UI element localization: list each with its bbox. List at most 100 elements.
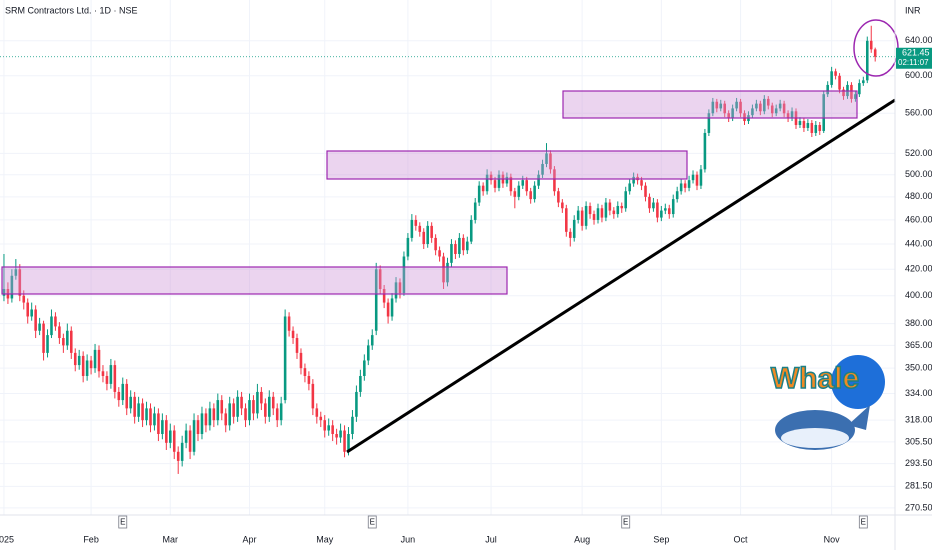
candle-body <box>374 269 378 331</box>
candle-body <box>802 121 806 128</box>
candle-body <box>363 360 366 376</box>
candle-body <box>378 269 382 290</box>
candle-body <box>343 430 346 452</box>
y-tick-label: 400.00 <box>905 290 932 300</box>
candle-body <box>442 256 445 283</box>
candle-body <box>739 101 742 114</box>
candle-body <box>149 408 152 426</box>
candle-body <box>703 132 707 170</box>
y-tick-label: 281.50 <box>905 481 932 491</box>
candle-body <box>735 101 738 109</box>
candle-body <box>386 302 390 317</box>
candle-body <box>307 375 311 384</box>
candle-body <box>509 176 513 192</box>
candle-body <box>715 101 719 109</box>
y-tick-label: 460.00 <box>905 214 932 224</box>
chart-title: SRM Contractors Ltd. · 1D · NSE <box>5 5 138 15</box>
candle-body <box>580 210 584 226</box>
candle-body <box>628 183 631 192</box>
candle-body <box>521 180 525 186</box>
candle-body <box>216 400 220 421</box>
candle-body <box>711 101 715 114</box>
y-tick-label: 365.00 <box>905 340 932 350</box>
candle-body <box>62 338 65 346</box>
candle-body <box>656 202 659 218</box>
candle-body <box>34 309 37 331</box>
candle-body <box>652 202 655 209</box>
candle-body <box>790 111 794 119</box>
candle-body <box>818 124 822 131</box>
x-tick-label: May <box>316 534 334 544</box>
candle-body <box>719 103 723 109</box>
candle-body <box>786 113 790 119</box>
x-tick-label: Feb <box>83 534 99 544</box>
candle-body <box>81 355 85 376</box>
candle-body <box>477 185 481 203</box>
candle-body <box>299 352 303 369</box>
candle-body <box>141 403 144 421</box>
event-marker-box <box>621 515 631 529</box>
candle-body <box>759 103 762 112</box>
price-label: 621.45 <box>902 48 930 58</box>
candle-body <box>644 185 647 197</box>
candle-body <box>165 420 168 443</box>
candle-body <box>121 383 125 401</box>
candle-body <box>822 94 826 131</box>
candle-body <box>553 169 556 192</box>
candle-body <box>798 121 802 125</box>
candle-body <box>675 191 679 200</box>
event-marker-box <box>367 515 377 529</box>
candle-body <box>319 416 323 421</box>
candle-body <box>727 113 730 119</box>
x-tick-label: 2025 <box>0 534 14 544</box>
candle-body <box>232 403 235 417</box>
highlight-circle <box>853 19 899 77</box>
currency: INR <box>905 5 921 15</box>
candle-body <box>331 425 334 435</box>
candle-body <box>770 105 774 114</box>
candle-body <box>458 237 461 254</box>
candle-body <box>10 275 14 299</box>
candle-body <box>153 413 156 426</box>
x-tick-label: Aug <box>574 534 590 544</box>
candle-body <box>192 420 196 452</box>
candle-body <box>778 103 782 109</box>
candle-body <box>525 180 528 192</box>
candle-body <box>596 208 600 220</box>
candle-body <box>763 98 766 112</box>
candle-body <box>679 183 683 192</box>
candle-body <box>113 365 117 392</box>
candle-body <box>382 289 386 303</box>
candle-body <box>743 113 746 122</box>
candle-body <box>854 94 857 99</box>
candle-body <box>125 383 129 409</box>
candle-body <box>517 185 521 197</box>
candle-body <box>842 89 845 97</box>
y-tick-label: 350.00 <box>905 363 932 373</box>
candle-body <box>664 208 667 211</box>
candle-body <box>588 205 592 215</box>
event-marker: E <box>370 518 375 527</box>
candle-body <box>180 442 184 461</box>
candle-body <box>402 256 406 294</box>
candle-body <box>208 408 212 426</box>
candle-body <box>600 208 604 218</box>
candle-body <box>394 282 398 299</box>
candle-body <box>648 196 651 209</box>
candle-body <box>604 202 608 218</box>
candle-body <box>699 169 703 186</box>
event-marker-box <box>858 515 868 529</box>
candle-body <box>311 383 315 409</box>
candle-body <box>565 208 568 232</box>
candle-body <box>481 185 485 192</box>
candle-body <box>97 349 101 372</box>
candle-body <box>834 71 837 76</box>
event-marker: E <box>623 518 628 527</box>
logo-belly <box>781 428 849 448</box>
candle-body <box>30 309 33 317</box>
candle-body <box>303 368 307 376</box>
candle-body <box>505 176 509 184</box>
candle-body <box>46 335 49 353</box>
candle-body <box>537 174 540 186</box>
